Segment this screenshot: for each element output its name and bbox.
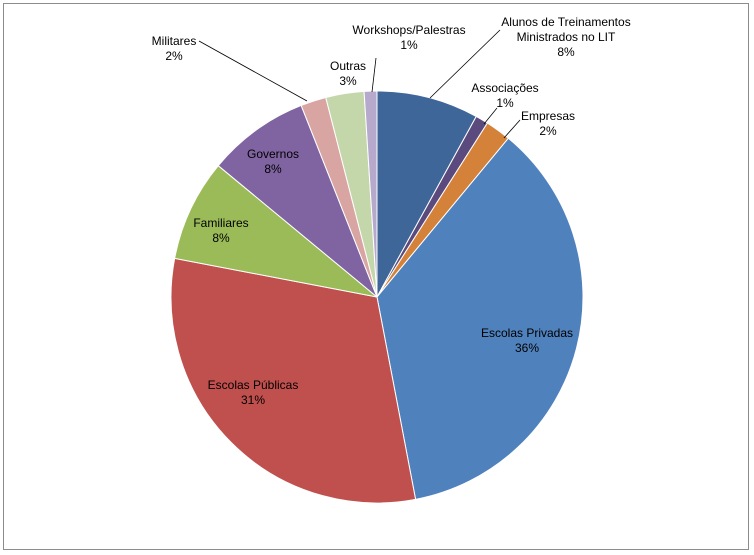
data-label-militares: Militares 2% bbox=[152, 34, 197, 63]
pie-slice-escolas-privadas bbox=[376, 137, 584, 500]
data-label-name: Outras bbox=[330, 59, 366, 73]
pie-slice-alunos-de-treinamentos-ministrados-no-lit bbox=[376, 90, 477, 298]
pie-slice-governos bbox=[217, 104, 378, 298]
data-label-name: Escolas Públicas bbox=[208, 378, 299, 392]
data-label-percent: 2% bbox=[165, 49, 183, 63]
leaders-layer bbox=[198, 29, 521, 139]
data-label-familiares: Familiares 8% bbox=[193, 216, 248, 245]
data-label-percent: 8% bbox=[264, 162, 282, 176]
leader-line-workshops-palestras bbox=[371, 57, 377, 93]
slices-layer bbox=[170, 90, 584, 504]
data-label-name: Workshops/Palestras bbox=[352, 23, 465, 37]
data-label-percent: 3% bbox=[339, 74, 357, 88]
data-label-percent: 2% bbox=[539, 124, 557, 138]
pie-slice-familiares bbox=[174, 164, 378, 298]
leader-line-empresas bbox=[503, 119, 521, 139]
data-label-associacoes: Associações 1% bbox=[471, 81, 538, 110]
data-label-workshops-palestras: Workshops/Palestras 1% bbox=[352, 23, 465, 52]
data-label-percent: 36% bbox=[515, 341, 539, 355]
data-label-name: Governos bbox=[247, 147, 299, 161]
data-label-name: Ministrados no LIT bbox=[517, 30, 616, 44]
leader-line-militares bbox=[198, 40, 308, 102]
data-label-escolas-publicas: Escolas Públicas 31% bbox=[208, 378, 299, 407]
data-label-percent: 8% bbox=[212, 231, 230, 245]
data-label-alunos-de-treinamentos-ministrados-no-lit: Alunos de Treinamentos Ministrados no LIT… bbox=[501, 15, 630, 59]
pie-slice-escolas-publicas bbox=[170, 257, 417, 504]
data-label-governos: Governos 8% bbox=[247, 147, 299, 176]
pie-slice-workshops-palestras bbox=[363, 90, 378, 298]
labels-layer: Alunos de Treinamentos Ministrados no LIT… bbox=[152, 15, 631, 407]
data-label-name: Escolas Privadas bbox=[481, 326, 573, 340]
data-label-name: Militares bbox=[152, 34, 197, 48]
data-label-name: Alunos de Treinamentos bbox=[501, 15, 630, 29]
data-label-name: Associações bbox=[471, 81, 538, 95]
data-label-name: Empresas bbox=[521, 109, 575, 123]
data-label-outras: Outras 3% bbox=[330, 59, 366, 88]
leader-line-associacoes bbox=[483, 107, 498, 125]
data-label-percent: 1% bbox=[400, 38, 418, 52]
data-label-empresas: Empresas 2% bbox=[521, 109, 575, 138]
data-label-name: Familiares bbox=[193, 216, 248, 230]
leader-line-alunos-de-treinamentos-ministrados-no-lit bbox=[429, 29, 501, 99]
data-label-escolas-privadas: Escolas Privadas 36% bbox=[481, 326, 573, 355]
data-label-percent: 31% bbox=[241, 393, 265, 407]
data-label-percent: 8% bbox=[557, 45, 575, 59]
data-label-percent: 1% bbox=[496, 96, 514, 110]
